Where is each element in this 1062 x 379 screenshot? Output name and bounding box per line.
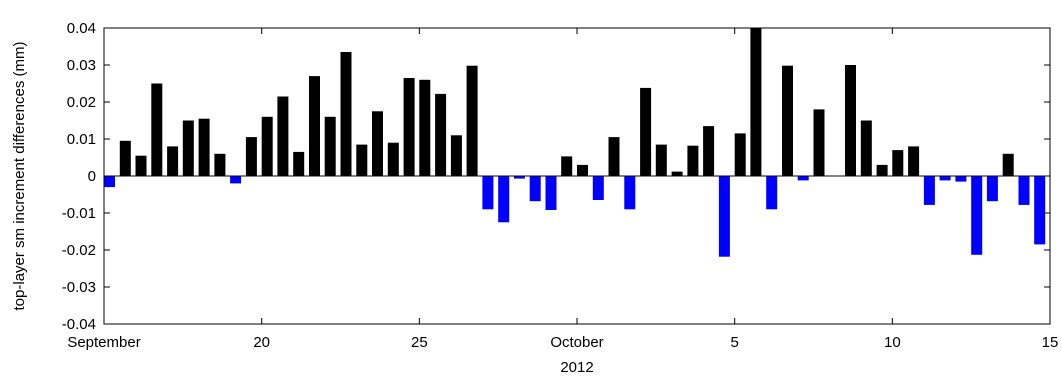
bar: [324, 116, 336, 176]
y-tick-label: -0.03: [62, 279, 96, 296]
bar: [403, 78, 415, 176]
bar: [971, 176, 983, 255]
y-axis-label: top-layer sm increment differences (mm): [11, 42, 28, 311]
bar: [277, 96, 289, 176]
x-tick-label: 10: [884, 334, 901, 351]
bar: [167, 146, 179, 176]
y-tick-label: -0.01: [62, 205, 96, 222]
bar: [782, 65, 793, 176]
y-axis: -0.04 -0.03 -0.02 -0.01 0 0.01 0.02 0.03 0.04: [62, 20, 1050, 333]
bar: [545, 176, 557, 210]
bar: [151, 83, 163, 176]
bar: [450, 135, 462, 176]
bar: [734, 133, 746, 176]
bar: [104, 176, 115, 188]
bar: [135, 155, 147, 176]
bar: [718, 176, 730, 257]
bar: [577, 164, 588, 176]
bar: [876, 164, 888, 176]
bar: [340, 52, 352, 176]
bar: [513, 176, 525, 179]
bar: [309, 76, 320, 176]
bar: [466, 65, 478, 176]
x-axis: September 20 25 October 5 10 15: [67, 28, 1058, 351]
x-axis-label: 2012: [560, 359, 593, 376]
y-tick-label: -0.04: [62, 316, 96, 333]
bar: [908, 146, 920, 176]
bar: [356, 144, 368, 176]
y-tick-label: 0: [88, 168, 96, 185]
bar: [372, 111, 383, 177]
y-tick-label: 0.02: [67, 94, 96, 111]
x-tick-label: 25: [411, 334, 428, 351]
bar: [955, 176, 967, 182]
bar: [687, 145, 699, 176]
bar: [813, 109, 825, 176]
bar: [608, 137, 620, 176]
y-tick-label: 0.01: [67, 131, 96, 148]
y-tick-label: 0.04: [67, 20, 96, 37]
x-tick-label: 20: [253, 334, 270, 351]
bar: [671, 171, 683, 176]
bar: [245, 137, 257, 176]
bar: [198, 118, 210, 176]
bar: [387, 142, 399, 176]
bar: [482, 176, 494, 210]
bar: [923, 176, 935, 205]
x-tick-label: September: [67, 334, 140, 351]
bar: [1018, 176, 1030, 205]
bars-group: [104, 28, 1046, 257]
x-tick-label: 5: [730, 334, 738, 351]
bar: [750, 28, 762, 176]
bar: [892, 150, 904, 176]
bar: [1002, 153, 1014, 176]
x-tick-label: October: [550, 334, 603, 351]
bar: [182, 120, 194, 176]
bar: [655, 144, 667, 176]
bar: [230, 176, 242, 184]
bar: [860, 120, 872, 176]
x-tick-label: 15: [1042, 334, 1059, 351]
bar: [214, 153, 226, 176]
bar: [529, 176, 541, 202]
bar: [845, 65, 856, 176]
bar: [797, 176, 809, 181]
bar: [561, 156, 573, 176]
bar: [986, 176, 998, 202]
bar: [498, 176, 510, 223]
bar: [640, 87, 652, 176]
y-tick-label: -0.02: [62, 242, 96, 259]
bar: [119, 140, 131, 176]
bar: [1034, 176, 1046, 245]
bar: [435, 93, 447, 176]
bar: [624, 176, 636, 210]
bar: [293, 151, 305, 176]
bar: [939, 176, 951, 181]
bar: [766, 176, 778, 210]
bar: [703, 126, 715, 176]
y-tick-label: 0.03: [67, 57, 96, 74]
bar: [592, 176, 604, 200]
bar: [419, 79, 431, 176]
bar: [261, 116, 273, 176]
